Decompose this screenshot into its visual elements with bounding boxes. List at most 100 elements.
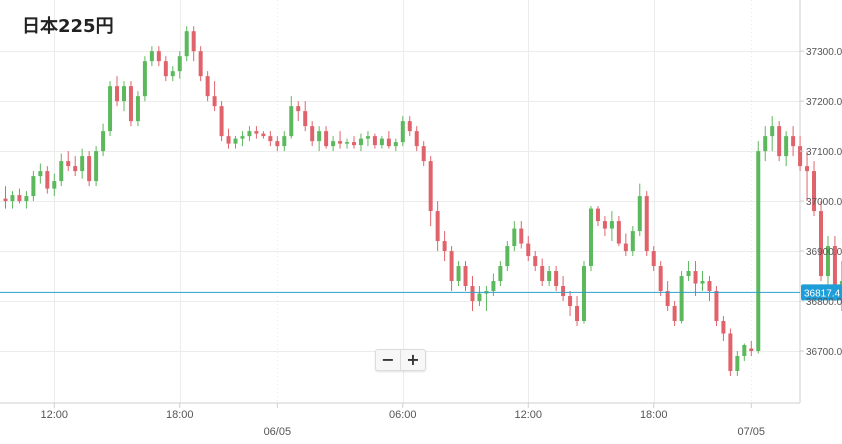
candle (108, 81, 113, 137)
candle (317, 126, 322, 152)
candle (247, 126, 252, 142)
candles (3, 26, 842, 376)
candle-body (226, 136, 231, 144)
candle (449, 246, 454, 292)
candle-body (324, 131, 329, 147)
candle-body (735, 355, 740, 371)
candle (80, 148, 85, 179)
candle-body (310, 126, 315, 142)
candle (672, 301, 677, 327)
candle-body (268, 136, 273, 142)
candle-body (379, 138, 384, 146)
candle (805, 151, 810, 202)
x-tick-label: 06/05 (264, 426, 292, 438)
candle (609, 211, 614, 242)
candle-body (345, 142, 350, 144)
candle-body (128, 86, 133, 122)
candle (170, 66, 175, 82)
candle-body (470, 286, 475, 302)
candle (324, 126, 329, 149)
candle-body (547, 271, 552, 282)
zoom-controls: − + (375, 349, 426, 371)
candle-body (135, 96, 140, 122)
candle-body (108, 86, 113, 132)
candle-body (156, 51, 161, 62)
candle (296, 101, 301, 122)
candle-body (94, 151, 99, 182)
candle (630, 226, 635, 257)
candle (31, 171, 36, 202)
candle-body (59, 161, 64, 182)
candle-body (414, 131, 419, 147)
candle (463, 261, 468, 292)
candle (644, 191, 649, 257)
candle (379, 136, 384, 149)
candle-body (686, 271, 691, 277)
candle-body (707, 281, 712, 292)
candle-body (198, 51, 203, 77)
candle-body (818, 211, 823, 277)
candle-body (756, 151, 761, 351)
candle (393, 138, 398, 152)
candle (602, 216, 607, 237)
candle (128, 81, 133, 127)
candle-body (616, 221, 621, 244)
candle (554, 266, 559, 292)
candle-body (352, 142, 356, 146)
candle (519, 221, 524, 249)
candle-body (393, 142, 398, 147)
candle (770, 116, 775, 152)
candle (533, 251, 538, 272)
candle (407, 116, 412, 137)
candle (17, 188, 22, 204)
zoom-out-button[interactable]: − (381, 350, 395, 369)
candle (156, 46, 161, 67)
candle-body (456, 266, 461, 282)
candle (414, 126, 419, 152)
grid-lines (0, 0, 800, 403)
candle (233, 136, 238, 149)
candle-body (80, 156, 85, 172)
candle-body (52, 181, 57, 189)
candle-body (595, 208, 600, 222)
candle-body (609, 221, 614, 229)
x-tick-label: 12:00 (41, 409, 69, 421)
candle-body (338, 141, 343, 144)
candle-body (742, 345, 747, 356)
candle (498, 261, 503, 287)
candle-body (791, 136, 796, 147)
candle (442, 231, 447, 262)
candle (338, 131, 343, 149)
candle-body (87, 156, 92, 182)
candle (658, 261, 663, 297)
candle (728, 328, 733, 376)
candle (763, 126, 768, 162)
candle (358, 133, 363, 152)
x-axis-ticks: 12:00 18:00 06/05 06:00 12:00 18:00 07/05 (41, 403, 765, 438)
candle (547, 266, 552, 287)
candle (477, 286, 482, 307)
candle-body (442, 241, 447, 252)
candle-body (449, 251, 454, 282)
x-tick-label: 18:00 (640, 409, 668, 421)
candle (177, 51, 182, 79)
y-tick-label: 37300.0 (806, 47, 842, 58)
candle (568, 291, 573, 317)
candle (372, 133, 377, 149)
candle-body (247, 131, 252, 137)
candle (73, 156, 78, 177)
candle (561, 276, 566, 302)
candle-body (365, 136, 370, 139)
candle (163, 56, 168, 82)
zoom-in-button[interactable]: + (400, 350, 425, 370)
candle (700, 271, 705, 292)
candle-body (825, 246, 830, 277)
candle-body (728, 333, 733, 371)
candle-body (372, 136, 377, 146)
candle (198, 46, 203, 82)
candle (756, 141, 761, 354)
candle-body (45, 171, 50, 189)
candle (45, 166, 50, 194)
candle-body (491, 281, 496, 292)
candle-body (575, 306, 580, 322)
